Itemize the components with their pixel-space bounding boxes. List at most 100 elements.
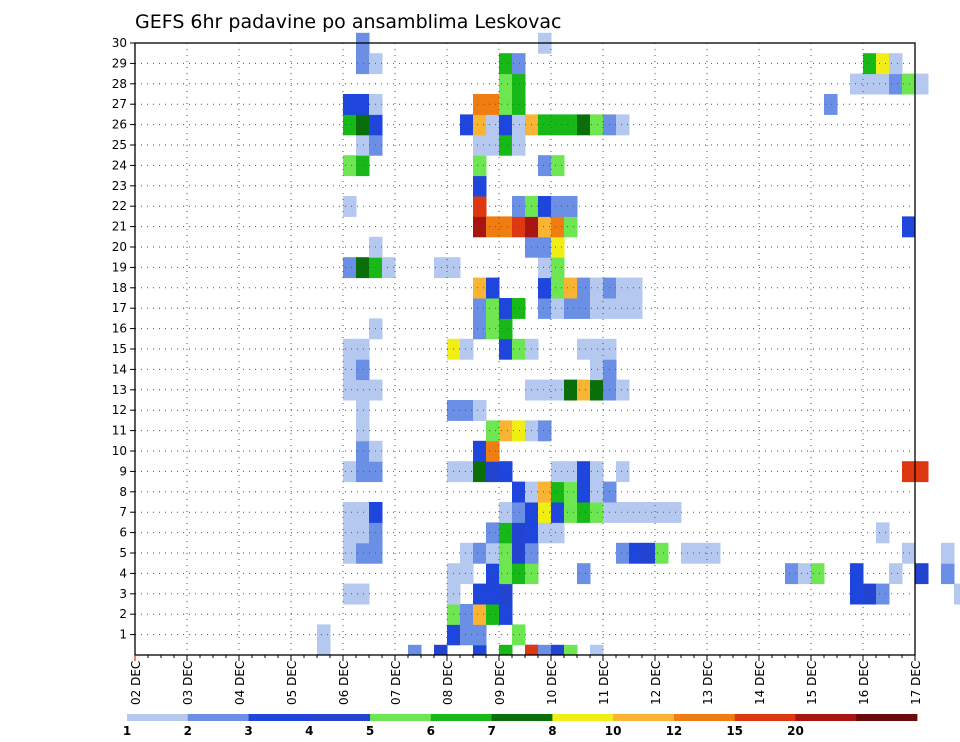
heatmap-cell (343, 155, 357, 177)
heatmap-cell (356, 400, 370, 421)
heatmap-cell (356, 420, 370, 442)
heatmap-cell (538, 481, 552, 503)
colorbar-swatch (613, 714, 675, 721)
y-tick-label: 9 (119, 464, 127, 478)
heatmap-cell (473, 604, 487, 625)
colorbar-label: 8 (548, 724, 556, 738)
heatmap-cell (460, 624, 474, 646)
grid-lines (135, 43, 915, 655)
heatmap-cell (551, 114, 565, 136)
heatmap-cell (512, 53, 526, 75)
colorbar-label: 10 (605, 724, 622, 738)
heatmap-cell (343, 114, 357, 136)
heatmap-cell (473, 298, 487, 319)
heatmap-cell (460, 461, 474, 483)
heatmap-cell (642, 502, 656, 523)
heatmap-cell (577, 338, 591, 360)
heatmap-cell (473, 583, 487, 605)
y-tick-label: 10 (112, 444, 127, 458)
colorbar-swatch (856, 714, 918, 721)
heatmap-cell (343, 379, 357, 401)
heatmap-cell (941, 542, 955, 564)
heatmap-cell (486, 134, 500, 156)
heatmap-cell (343, 522, 357, 544)
heatmap-cell (590, 298, 604, 319)
heatmap-cell (577, 379, 591, 401)
heatmap-cell (655, 502, 669, 523)
y-tick-label: 26 (112, 118, 127, 132)
x-axis-ticks: 02 DEC 03 DEC 04 DEC 05 DEC 06 DEC 07 DEC 08 D… (129, 655, 923, 705)
heatmap-cell (551, 298, 565, 319)
heatmap-cell (551, 277, 565, 299)
heatmap-cell (538, 644, 552, 656)
y-tick-label: 12 (112, 403, 127, 417)
heatmap-cell (460, 563, 474, 585)
heatmap-cell (512, 94, 526, 115)
heatmap-cell (486, 277, 500, 299)
heatmap-cell (616, 379, 630, 401)
x-tick-label: 07 DEC (389, 661, 403, 705)
y-tick-label: 13 (112, 383, 127, 397)
heatmap-cell (499, 298, 513, 319)
heatmap-cell (538, 379, 552, 401)
heatmap-cell (499, 338, 513, 360)
heatmap-cell (486, 461, 500, 483)
heatmap-cell (889, 563, 903, 585)
heatmap-cell (486, 420, 500, 442)
colorbar-label: 20 (787, 724, 804, 738)
y-tick-label: 4 (119, 566, 127, 580)
heatmap-cell (512, 481, 526, 503)
heatmap-cell (486, 604, 500, 625)
colorbar: 1 2 3 4 5 6 7 8 10 12 15 20 (123, 714, 918, 738)
heatmap-cell (512, 196, 526, 217)
heatmap-cell (551, 196, 565, 217)
colorbar-swatch (309, 714, 371, 721)
heatmap-cell (343, 257, 357, 279)
heatmap-cell (616, 542, 630, 564)
heatmap-cell (356, 257, 370, 279)
heatmap-cell (486, 440, 500, 462)
heatmap-cell (343, 461, 357, 483)
colorbar-label: 12 (666, 724, 683, 738)
colorbar-label: 4 (305, 724, 313, 738)
heatmap-cell (785, 563, 799, 585)
heatmap-cell (486, 94, 500, 115)
heatmap-cell (356, 522, 370, 544)
y-tick-label: 3 (119, 587, 127, 601)
heatmap-cell (798, 563, 812, 585)
x-tick-label: 14 DEC (753, 661, 767, 705)
colorbar-swatch (491, 714, 553, 721)
heatmap-cell (356, 461, 370, 483)
heatmap-cell (356, 114, 370, 136)
heatmap-cell (590, 359, 604, 381)
heatmap-cell (356, 94, 370, 115)
x-tick-label: 16 DEC (857, 661, 871, 705)
heatmap-cell (499, 644, 513, 656)
heatmap-cell (486, 542, 500, 564)
heatmap-cell (902, 73, 916, 95)
y-tick-label: 15 (112, 342, 127, 356)
heatmap-cell (694, 542, 708, 564)
x-tick-label: 15 DEC (805, 661, 819, 705)
colorbar-label: 3 (244, 724, 252, 738)
heatmap-cell (512, 420, 526, 442)
x-tick-label: 04 DEC (233, 661, 247, 705)
heatmap-cell (473, 175, 487, 197)
heatmap-cell (343, 94, 357, 115)
heatmap-cell (551, 236, 565, 258)
heatmap-cell (499, 94, 513, 115)
colorbar-label: 6 (427, 724, 435, 738)
heatmap-cell (577, 461, 591, 483)
y-tick-label: 2 (119, 607, 127, 621)
heatmap-cell (473, 114, 487, 136)
heatmap-cell (434, 257, 448, 279)
heatmap-cell (915, 461, 929, 483)
heatmap-cell (473, 216, 487, 238)
y-tick-label: 23 (112, 179, 127, 193)
heatmap-cell (343, 196, 357, 217)
x-tick-label: 11 DEC (597, 661, 611, 705)
heatmap-cell (590, 481, 604, 503)
heatmap-cell (590, 114, 604, 136)
heatmap-cell (551, 461, 565, 483)
heatmap-cell (356, 338, 370, 360)
